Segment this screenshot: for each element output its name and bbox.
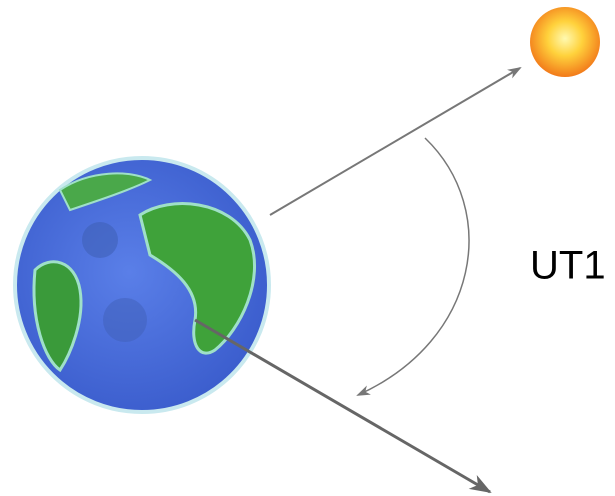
angle-arc bbox=[356, 137, 470, 396]
sun-direction-arrow bbox=[269, 66, 522, 216]
sun bbox=[530, 7, 600, 77]
earth bbox=[13, 156, 271, 414]
ut1-label: UT1 bbox=[530, 244, 606, 288]
meridian-arrow bbox=[194, 318, 492, 494]
